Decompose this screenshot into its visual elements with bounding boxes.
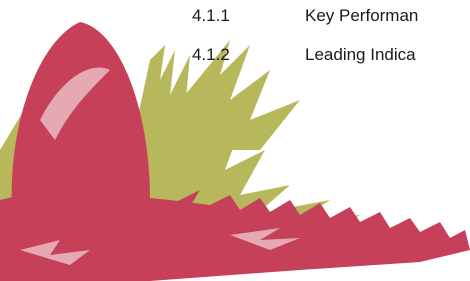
section-title: Leading Indica: [305, 45, 416, 65]
toc-entry[interactable]: 4.1.2 Leading Indica: [0, 45, 470, 69]
toc-entry[interactable]: 4.1.1 Key Performan: [0, 6, 470, 30]
banksia-illustration: [0, 0, 470, 281]
section-number: 4.1.1: [192, 6, 230, 26]
section-title: Key Performan: [305, 6, 418, 26]
section-number: 4.1.2: [192, 45, 230, 65]
page: {"toc": {"items": [ {"number": "4.1.1", …: [0, 0, 470, 281]
